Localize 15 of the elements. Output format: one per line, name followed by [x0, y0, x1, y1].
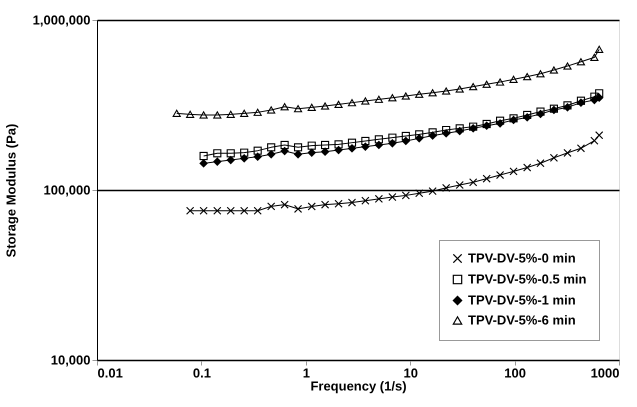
legend-label: TPV-DV-5%-1 min	[468, 292, 576, 308]
x-tick-label: 10	[403, 366, 418, 380]
x-tick-label: 1	[302, 366, 310, 380]
x-tick-label: 1000	[590, 366, 620, 380]
x-tick-label: 100	[504, 366, 526, 380]
y-tick-label: 10,000	[50, 352, 90, 368]
legend-label: TPV-DV-5%-0 min	[468, 250, 576, 266]
legend-label: TPV-DV-5%-0.5 min	[468, 272, 587, 286]
x-tick-label: 0.01	[98, 366, 123, 380]
legend-label: TPV-DV-5%-6 min	[468, 312, 576, 328]
y-axis-title: Storage Modulus (Pa)	[4, 124, 19, 258]
x-tick-label: 0.1	[192, 366, 211, 380]
y-tick-label: 1,000,000	[32, 12, 90, 28]
x-axis-title: Frequency (1/s)	[310, 378, 407, 394]
y-tick-label: 100,000	[44, 182, 90, 198]
